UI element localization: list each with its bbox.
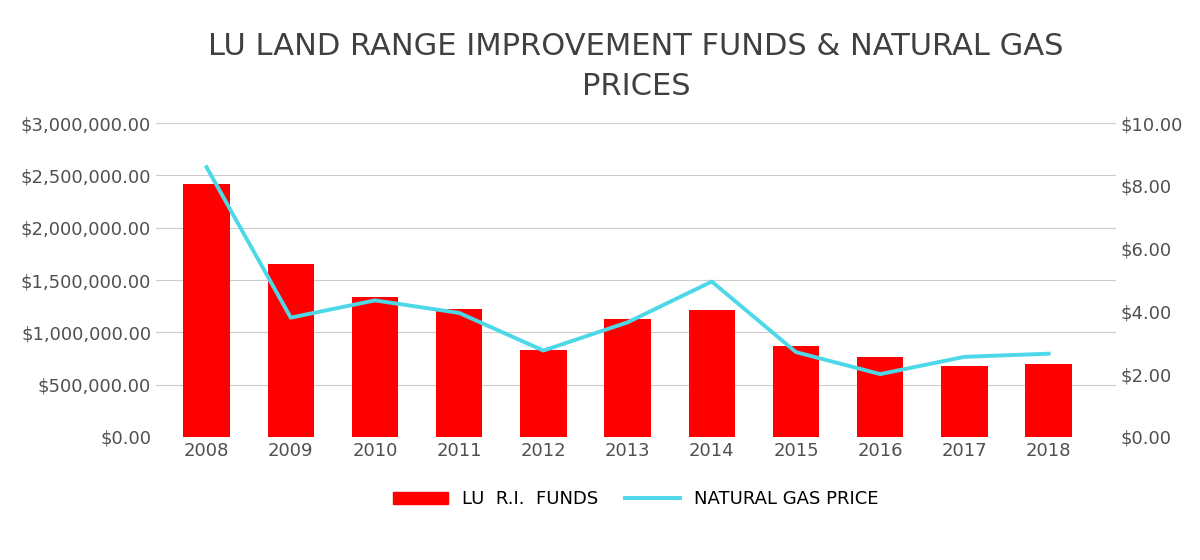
Bar — [184, 184, 229, 437]
Bar — [436, 309, 482, 437]
Bar — [605, 319, 650, 437]
Bar — [268, 264, 314, 437]
Title: LU LAND RANGE IMPROVEMENT FUNDS & NATURAL GAS
PRICES: LU LAND RANGE IMPROVEMENT FUNDS & NATURA… — [209, 32, 1063, 101]
Bar — [521, 350, 566, 437]
Bar — [689, 310, 734, 437]
Bar — [352, 297, 398, 437]
Bar — [857, 357, 904, 437]
Legend: LU  R.I.  FUNDS, NATURAL GAS PRICE: LU R.I. FUNDS, NATURAL GAS PRICE — [386, 483, 886, 516]
Bar — [773, 346, 820, 437]
Bar — [941, 366, 988, 437]
Bar — [1026, 363, 1072, 437]
